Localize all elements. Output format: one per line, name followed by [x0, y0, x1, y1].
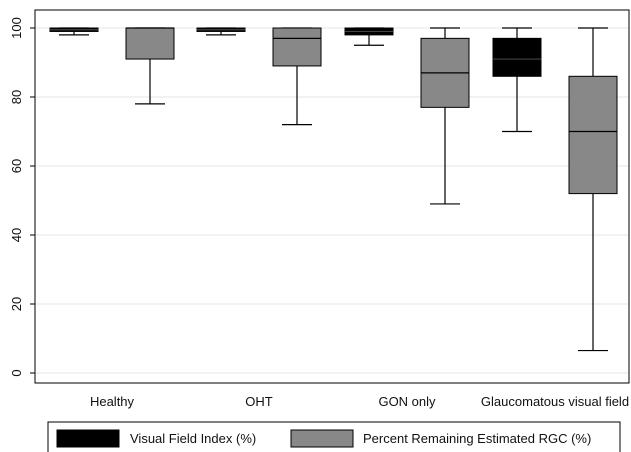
- x-category-label-healthy: Healthy: [90, 394, 135, 409]
- legend: Visual Field Index (%) Percent Remaining…: [47, 421, 621, 452]
- x-category-label-oht: OHT: [245, 394, 273, 409]
- y-tick-label-80: 80: [9, 90, 24, 104]
- box-gon-only-series-0: [344, 27, 394, 46]
- box-oht-series-0: [196, 27, 246, 36]
- iqr-box: [492, 37, 542, 77]
- x-category-label-glaucomatous-visual-field: Glaucomatous visual field: [481, 394, 629, 409]
- x-axis-categories: Healthy OHT GON only Glaucomatous visual fi…: [90, 394, 629, 409]
- y-tick-label-60: 60: [9, 159, 24, 173]
- y-tick-label-100: 100: [9, 17, 24, 39]
- iqr-box: [125, 27, 175, 60]
- iqr-box: [272, 27, 322, 67]
- box-gon-only-series-1: [420, 27, 470, 205]
- legend-swatch-visual-field-index: [56, 429, 120, 448]
- box-glaucomatous-visual-field-series-1: [568, 27, 618, 352]
- box-healthy-series-0: [49, 27, 99, 36]
- x-category-label-gon-only: GON only: [378, 394, 436, 409]
- y-tick-label-40: 40: [9, 228, 24, 242]
- box-healthy-series-1: [125, 27, 175, 105]
- axes: [34, 9, 630, 384]
- legend-label-visual-field-index: Visual Field Index (%): [130, 431, 256, 446]
- boxes: [49, 27, 618, 352]
- y-tick-label-20: 20: [9, 297, 24, 311]
- iqr-box: [568, 75, 618, 195]
- y-tick-label-0: 0: [9, 369, 24, 376]
- plot-frame: [34, 9, 630, 384]
- legend-swatch-percent-remaining-rgc: [290, 429, 354, 448]
- box-glaucomatous-visual-field-series-0: [492, 27, 542, 133]
- y-axis-ticks: 0 20 40 60 80 100: [9, 17, 35, 377]
- legend-label-percent-remaining-rgc: Percent Remaining Estimated RGC (%): [363, 431, 591, 446]
- box-oht-series-1: [272, 27, 322, 126]
